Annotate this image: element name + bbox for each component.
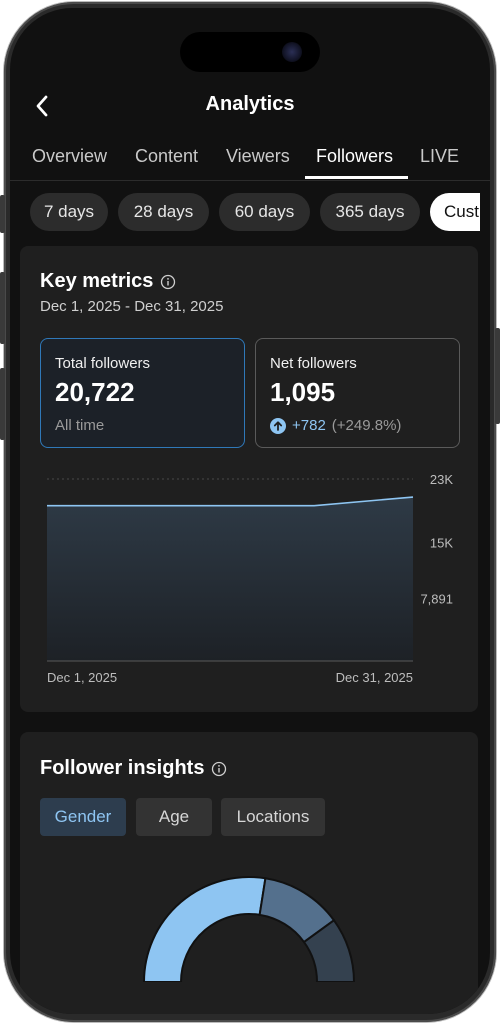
key-metrics-card: Key metrics Dec 1, 2025 - Dec 31, 2025 T… — [20, 246, 478, 712]
net-change-percent: (+249.8%) — [331, 417, 402, 434]
arrow-up-circle-icon — [270, 417, 286, 434]
total-followers-value: 20,722 — [55, 377, 135, 407]
tab-viewers[interactable]: Viewers — [226, 146, 290, 166]
follower-insights-title: Follower insights — [40, 757, 205, 779]
net-change-value: +782 — [292, 417, 326, 434]
tab-bar: Overview Content Viewers Followers LIVE — [10, 142, 490, 181]
key-metrics-title: Key metrics — [40, 270, 154, 292]
segment-age[interactable]: Age — [136, 798, 212, 836]
series-area — [47, 497, 413, 661]
metrics-date-range: Dec 1, 2025 - Dec 31, 2025 — [40, 298, 224, 315]
total-followers-sub: All time — [55, 417, 105, 434]
active-tab-indicator — [305, 176, 408, 179]
y-tick-label: 7,891 — [420, 592, 453, 607]
page-title: Analytics — [205, 93, 295, 115]
tab-overview[interactable]: Overview — [32, 146, 108, 166]
followers-chart: 23K 15K 7,891 Dec 1, 2025 Dec 31, 2025 — [20, 471, 478, 691]
camera-icon — [282, 42, 302, 62]
donut-segment[interactable] — [302, 918, 356, 982]
x-tick-label: Dec 31, 2025 — [336, 670, 413, 685]
total-followers-label: Total followers — [55, 355, 151, 372]
key-metrics-heading: Key metrics — [40, 270, 176, 293]
tab-content[interactable]: Content — [135, 146, 199, 166]
range-chip-28-days[interactable]: 28 days — [118, 193, 209, 231]
net-followers-value: 1,095 — [270, 377, 336, 407]
volume-down-button — [0, 368, 5, 440]
tab-followers[interactable]: Followers — [316, 146, 394, 166]
range-chip-365-days[interactable]: 365 days — [320, 193, 420, 231]
net-followers-card[interactable]: Net followers 1,095 +782 (+249.8%) — [255, 338, 460, 448]
segment-gender[interactable]: Gender — [40, 798, 126, 836]
volume-up-button — [0, 272, 5, 344]
gender-donut-chart — [142, 876, 356, 982]
action-button — [0, 195, 5, 233]
y-tick-label: 15K — [430, 535, 453, 550]
range-chip-60-days[interactable]: 60 days — [219, 193, 310, 231]
info-icon[interactable] — [211, 761, 227, 777]
follower-insights-card: Follower insights Gender Age Locations — [20, 732, 478, 1014]
date-range-selector: 7 days 28 days 60 days 365 days Cust — [10, 193, 480, 233]
x-tick-label: Dec 1, 2025 — [47, 670, 117, 685]
chevron-left-icon — [36, 95, 48, 117]
power-button — [495, 328, 500, 424]
app-screen: Analytics Overview Content Viewers Follo… — [10, 8, 490, 1014]
segment-locations[interactable]: Locations — [221, 798, 325, 836]
dynamic-island — [180, 32, 320, 72]
series-line — [47, 496, 414, 507]
total-followers-card[interactable]: Total followers 20,722 All time — [40, 338, 245, 448]
donut-segment[interactable] — [142, 876, 267, 982]
info-icon[interactable] — [160, 274, 176, 290]
y-tick-label: 23K — [430, 472, 453, 487]
follower-insights-heading: Follower insights — [40, 757, 227, 780]
range-chip-custom[interactable]: Cust — [430, 193, 480, 231]
followers-area-chart: 23K 15K 7,891 Dec 1, 2025 Dec 31, 2025 — [47, 472, 453, 685]
net-followers-label: Net followers — [270, 355, 357, 372]
top-bar: Analytics — [10, 88, 490, 124]
back-button[interactable] — [24, 88, 60, 124]
net-followers-change: +782 (+249.8%) — [270, 417, 401, 434]
range-chip-7-days[interactable]: 7 days — [30, 193, 108, 231]
tab-live[interactable]: LIVE — [420, 146, 460, 166]
